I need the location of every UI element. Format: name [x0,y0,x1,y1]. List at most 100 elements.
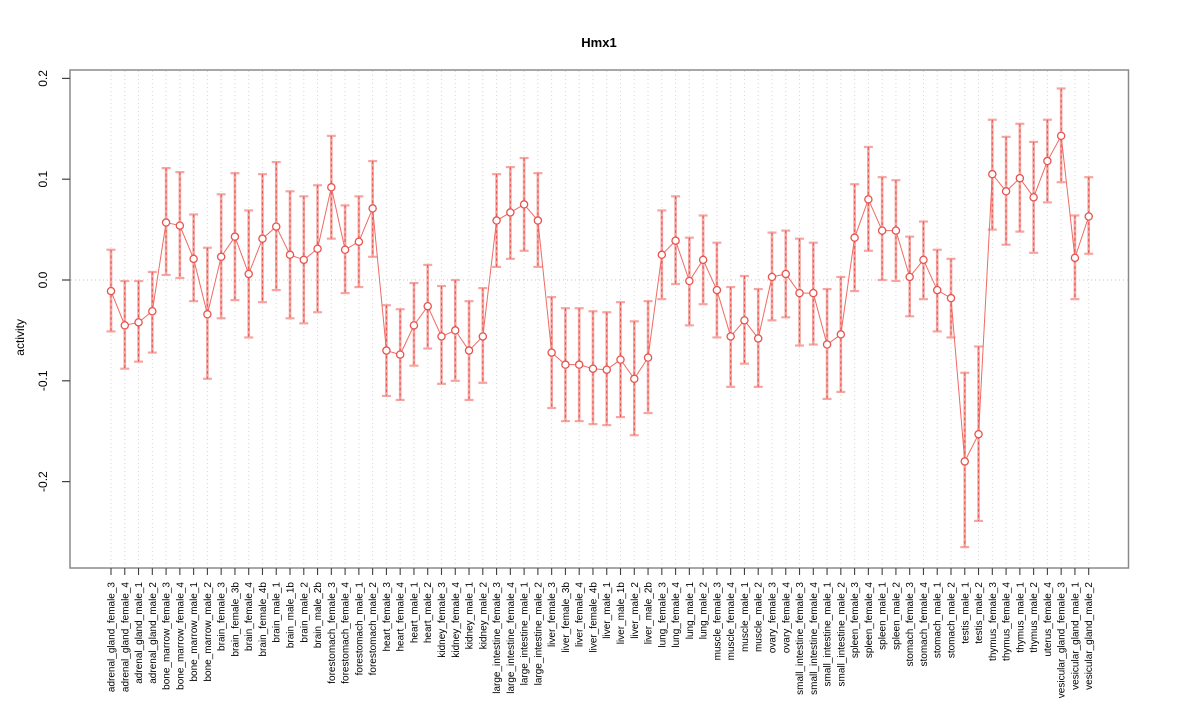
data-point [1056,131,1066,141]
x-category-label: thymus_male_2 [1029,582,1040,653]
data-point [877,226,887,235]
x-category-label: spleen_male_2 [891,582,902,650]
data-point [285,250,295,260]
x-category-label: muscle_female_3 [712,582,723,661]
x-category-label: stomach_male_1 [933,582,944,659]
x-category-label: bone_marrow_male_2 [203,582,214,682]
data-point [822,340,832,349]
data-point [409,321,419,330]
data-point [946,293,956,303]
x-category-label: large_intestine_female_3 [492,582,503,694]
data-point [451,326,460,335]
x-category-label: ovary_female_3 [767,582,778,654]
x-category-label: small_intestine_male_1 [823,582,834,687]
x-category-label: liver_female_4 [575,582,586,647]
x-category-label: heart_female_3 [382,582,393,652]
x-category-label: lung_female_3 [657,582,668,648]
x-category-label: brain_female_4 [244,582,255,651]
x-category-label: bone_marrow_female_4 [175,582,186,690]
data-point [175,221,185,230]
x-category-label: lung_male_2 [699,582,710,640]
data-point [643,353,653,362]
x-category-label: muscle_male_1 [740,582,751,652]
x-category-label: liver_female_3 [547,582,558,647]
data-point [327,183,336,192]
x-category-label: heart_female_4 [396,582,407,652]
x-category-label: kidney_male_1 [465,582,476,650]
x-category-label: lung_female_4 [671,582,682,648]
data-point [395,350,405,359]
data-point [354,237,364,246]
data-point [891,226,901,235]
x-category-label: forestomach_female_4 [341,582,352,684]
data-point [478,332,488,341]
x-category-label: bone_marrow_male_1 [189,582,200,682]
data-point [630,374,639,384]
y-axis-label-text: activity [13,319,27,356]
x-category-label: small_intestine_female_4 [809,582,820,695]
data-point [1015,173,1025,183]
data-point [258,234,267,243]
x-category-label: liver_male_2 [630,582,641,639]
y-tick-label: -0.1 [36,370,50,391]
data-point [657,250,667,260]
data-point [574,360,584,369]
x-category-label: large_intestine_female_4 [506,582,517,694]
data-point [809,288,818,298]
data-point [740,316,749,325]
x-category-label: muscle_male_2 [754,582,765,652]
data-point [382,346,391,355]
x-category-label: liver_male_2b [644,582,655,645]
data-point [106,286,116,296]
data-point [561,360,570,369]
data-point [189,254,198,264]
x-category-label: liver_male_1b [616,582,627,645]
x-category-label: small_intestine_male_2 [836,582,847,687]
x-category-label: brain_female_3 [217,582,228,651]
data-point [671,236,680,245]
data-point [533,216,543,225]
x-category-label: brain_female_4b [258,582,269,657]
data-point [437,332,446,341]
x-category-label: brain_male_1 [272,582,283,643]
x-category-label: heart_male_2 [423,582,434,644]
x-category-label: liver_male_1 [602,582,613,639]
x-category-label: brain_male_1b [286,582,297,649]
x-category-label: kidney_female_3 [437,582,448,658]
x-category-label: large_intestine_male_1 [520,582,531,686]
x-category-label: brain_male_2 [299,582,310,643]
x-category-label: adrenal_gland_female_4 [120,582,131,693]
data-point [161,218,171,227]
x-category-label: uterus_female_4 [1043,582,1054,657]
x-category-label: muscle_female_4 [726,582,737,661]
x-category-label: stomach_female_4 [919,582,930,667]
data-point [850,233,859,242]
data-point [932,285,942,295]
x-category-label: brain_male_2b [313,582,324,649]
x-category-label: vesicular_gland_male_1 [1070,582,1081,690]
data-point [244,269,253,279]
x-category-label: spleen_female_3 [850,582,861,659]
x-category-label: spleen_male_1 [878,582,889,650]
data-point [340,245,350,255]
x-category-label: testis_male_2 [974,582,985,644]
data-point [726,332,735,341]
data-point [519,200,529,209]
x-category-label: forestomach_male_1 [354,582,365,676]
data-point [685,276,694,286]
x-category-label: liver_female_3b [561,582,572,653]
y-tick-label: 0.2 [36,70,50,87]
x-category-label: stomach_male_2 [946,582,957,659]
x-category-label: testis_male_1 [960,582,971,644]
data-point [1001,187,1011,196]
data-point [506,208,515,217]
x-category-label: thymus_female_3 [988,582,999,661]
x-category-label: spleen_female_4 [864,582,875,659]
data-point [464,346,474,355]
x-category-label: small_intestine_female_3 [795,582,806,695]
data-point [203,310,212,319]
data-point [753,334,763,343]
x-category-label: bone_marrow_female_3 [162,582,173,690]
x-category-label: liver_female_4b [588,582,599,653]
data-point [781,269,791,279]
